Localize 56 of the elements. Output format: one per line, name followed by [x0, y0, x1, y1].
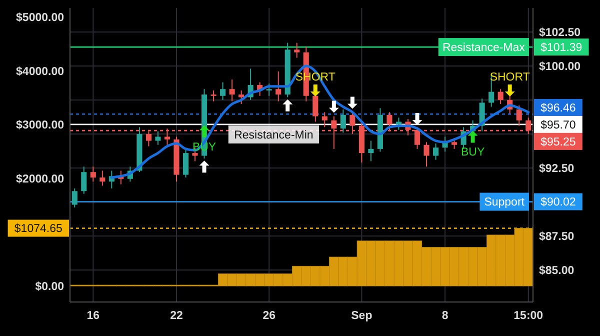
x-tick-label: Sep [351, 310, 372, 322]
candlestick [210, 90, 216, 102]
y2-tick-label: $95.70 [540, 119, 576, 132]
point [199, 125, 210, 138]
candlestick [100, 170, 106, 186]
point [468, 130, 478, 143]
y-tick-label: $0.00 [35, 281, 64, 294]
x-tick-label: 15:00 [514, 310, 544, 322]
y2-tick-label: $87.50 [539, 231, 574, 244]
point [504, 84, 515, 96]
point [328, 100, 339, 113]
candlestick [322, 112, 328, 128]
candlestick [72, 188, 78, 208]
x-tick-label: 26 [262, 310, 276, 322]
candlestick [516, 104, 522, 126]
point [310, 84, 320, 96]
y-tick-label: $5000.00 [16, 12, 64, 24]
candlestick [294, 42, 300, 58]
candlestick [340, 108, 346, 134]
y2-tick-label: $102.50 [539, 26, 581, 39]
candlestick [182, 147, 189, 178]
ref-line-label: $95.25 [540, 136, 576, 148]
candlestick [396, 117, 402, 130]
y-tick-label: $3000.00 [16, 120, 64, 132]
y-tick-label: $2000.00 [16, 173, 64, 186]
ref-line-label: $96.46 [540, 102, 576, 114]
candlestick [81, 166, 87, 194]
y2-tick-label: $100.00 [539, 60, 581, 73]
data-label: BUY [460, 146, 485, 159]
point [347, 96, 358, 109]
point [282, 99, 293, 112]
y2-tick-label: $90.02 [540, 196, 576, 209]
x-tick-label: 16 [86, 310, 100, 322]
candlestick [90, 166, 96, 182]
point [412, 113, 422, 126]
candlestick [368, 140, 374, 162]
candlestick [220, 82, 226, 100]
candlestick [155, 130, 161, 146]
candlestick [266, 83, 272, 96]
candlestick [229, 79, 235, 102]
ref-line-label: Support [484, 196, 526, 209]
candlestick [432, 143, 439, 160]
y-tick-label: $1074.65 [14, 223, 62, 236]
y2-tick-label: $92.50 [539, 162, 574, 175]
ref-line-label: Resistance-Max [442, 42, 526, 54]
candlestick [424, 142, 430, 168]
candlestick [498, 88, 504, 105]
x-tick-label: 8 [442, 310, 449, 322]
point [199, 160, 210, 173]
y-tick-label: $4000.00 [16, 66, 64, 78]
x-tick-label: 22 [170, 310, 183, 322]
y2-tick-label: $101.39 [540, 42, 582, 54]
candlestick [238, 90, 244, 105]
candlestick [276, 70, 282, 102]
y2-tick-label: $85.00 [539, 265, 574, 278]
ref-line-label: Resistance-Min [234, 129, 314, 142]
